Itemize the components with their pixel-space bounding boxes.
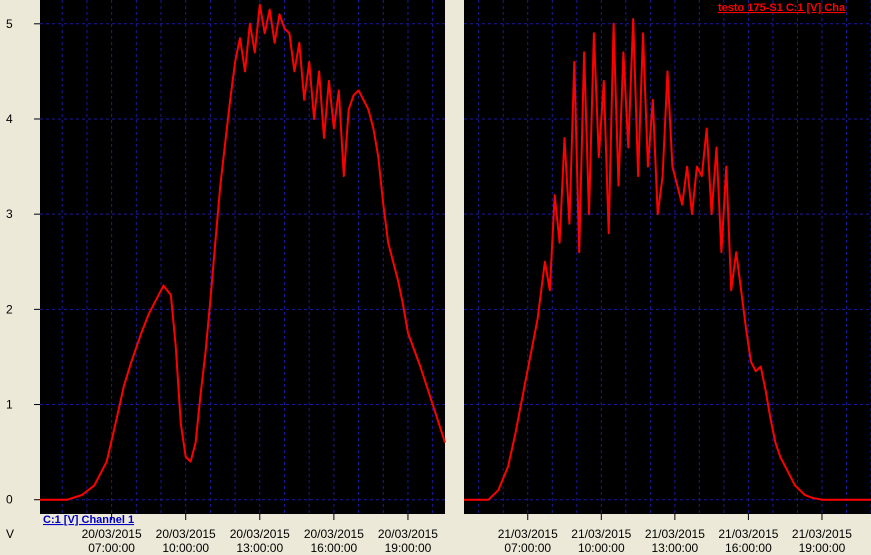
right-x-tick-time: 19:00:00 <box>799 541 846 555</box>
left-x-tick-time: 10:00:00 <box>162 541 209 555</box>
y-tick-label: 5 <box>6 17 13 31</box>
left-chart[interactable]: 01234520/03/201507:00:0020/03/201510:00:… <box>6 0 446 555</box>
left-x-tick-date: 20/03/2015 <box>156 527 216 541</box>
right-x-tick-time: 16:00:00 <box>725 541 772 555</box>
left-x-tick-time: 13:00:00 <box>236 541 283 555</box>
y-tick-label: 1 <box>6 398 13 412</box>
right-x-tick-date: 21/03/2015 <box>718 527 778 541</box>
right-x-tick-time: 13:00:00 <box>651 541 698 555</box>
right-x-tick-time: 07:00:00 <box>504 541 551 555</box>
left-x-tick-time: 16:00:00 <box>311 541 358 555</box>
y-unit-label: V <box>6 527 14 541</box>
left-x-tick-time: 07:00:00 <box>88 541 135 555</box>
right-x-tick-date: 21/03/2015 <box>645 527 705 541</box>
left-series-line <box>40 3 446 501</box>
legend-left[interactable]: C:1 [V] Channel 1 <box>43 514 134 526</box>
right-series-line <box>464 18 871 501</box>
right-chart[interactable]: 21/03/201507:00:0021/03/201510:00:0021/0… <box>464 0 871 555</box>
y-tick-label: 2 <box>6 302 13 316</box>
y-tick-label: 0 <box>6 493 13 507</box>
legend-right[interactable]: testo 175-S1 C:1 [V] Cha <box>718 2 846 14</box>
y-tick-label: 4 <box>6 112 13 126</box>
left-x-tick-date: 20/03/2015 <box>378 527 438 541</box>
left-x-tick-date: 20/03/2015 <box>304 527 364 541</box>
right-x-tick-date: 21/03/2015 <box>498 527 558 541</box>
right-x-tick-date: 21/03/2015 <box>571 527 631 541</box>
left-plot-area <box>40 0 445 514</box>
left-x-tick-date: 20/03/2015 <box>82 527 142 541</box>
right-x-tick-time: 10:00:00 <box>578 541 625 555</box>
left-x-tick-time: 19:00:00 <box>385 541 432 555</box>
y-tick-label: 3 <box>6 207 13 221</box>
left-x-tick-date: 20/03/2015 <box>230 527 290 541</box>
right-x-tick-date: 21/03/2015 <box>792 527 852 541</box>
